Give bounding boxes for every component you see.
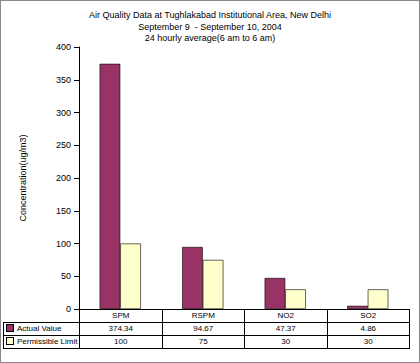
svg-text:150: 150 <box>56 206 71 216</box>
html-text:SPM: SPM <box>112 311 130 320</box>
svg-text:100: 100 <box>56 239 71 249</box>
html-text:94.67: 94.67 <box>193 324 214 333</box>
svg-text:0: 0 <box>66 304 71 314</box>
svg-text:24 hourly average(6 am to 6 am: 24 hourly average(6 am to 6 am) <box>145 33 276 43</box>
svg-text:400: 400 <box>56 42 71 52</box>
html-text:NO2: NO2 <box>277 311 294 320</box>
html-text:SO2: SO2 <box>360 311 377 320</box>
html-text:75: 75 <box>198 337 208 346</box>
html-text:4.86: 4.86 <box>360 324 376 333</box>
html-text:RSPM: RSPM <box>191 311 215 320</box>
svg-text:50: 50 <box>61 271 71 281</box>
svg-text:200: 200 <box>56 173 71 183</box>
html-text:30: 30 <box>363 337 373 346</box>
svg-text:September 9 - September 10, 2: September 9 - September 10, 2004 <box>138 22 282 32</box>
html-text:100: 100 <box>114 337 128 346</box>
html-text:Permissible Limit: Permissible Limit <box>17 337 78 346</box>
svg-text:Air Quality Data at Tughlakaba: Air Quality Data at Tughlakabad Institut… <box>89 10 331 20</box>
html-text:374.34: 374.34 <box>108 324 133 333</box>
html-text:30: 30 <box>281 337 291 346</box>
svg-text:250: 250 <box>56 140 71 150</box>
svg-text:Concentration(ug/m3): Concentration(ug/m3) <box>18 134 28 221</box>
svg-text:300: 300 <box>56 108 71 118</box>
html-text:Actual Value: Actual Value <box>17 324 62 333</box>
svg-text:350: 350 <box>56 75 71 85</box>
html-text:47.37: 47.37 <box>275 324 296 333</box>
